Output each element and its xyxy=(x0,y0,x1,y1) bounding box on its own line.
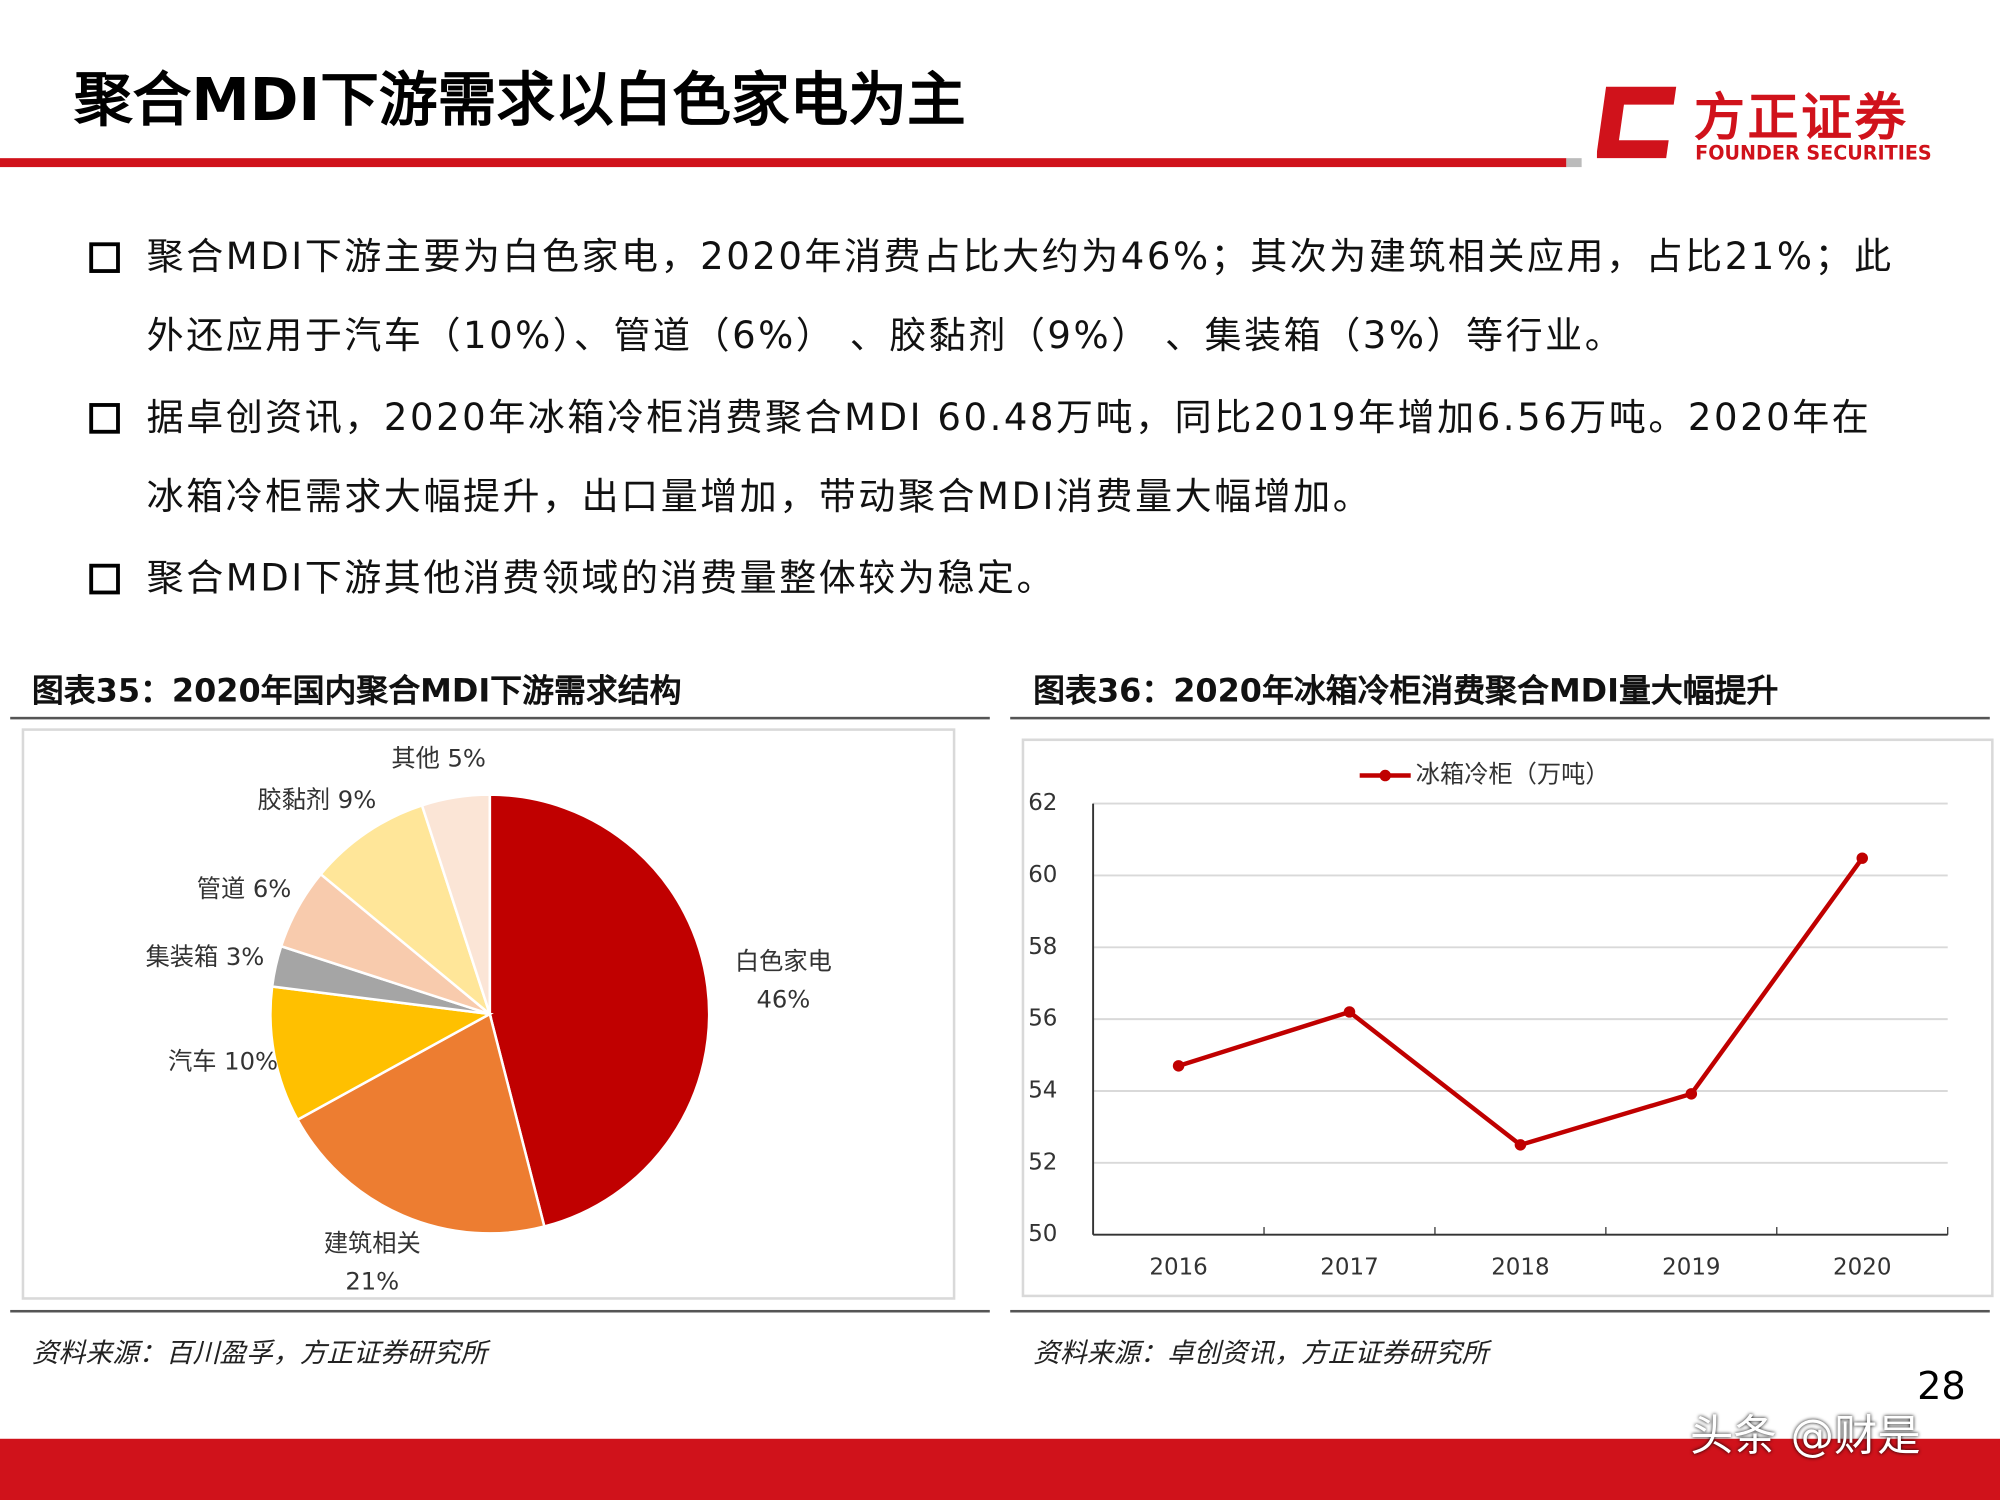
slice-label: 白色家电 xyxy=(735,947,832,975)
line-marker xyxy=(1856,852,1868,864)
pie-slice xyxy=(488,793,711,1229)
logo-text-en: FOUNDER SECURITIES xyxy=(1695,141,1932,165)
slice-label: 建筑相关 xyxy=(324,1229,421,1257)
rule xyxy=(10,1309,990,1313)
pie-chart: 白色家电 46% 建筑相关 21% 汽车 10% 集装箱 3% 管道 6% 胶黏剂 9% 其他 5% xyxy=(21,728,956,1300)
title-rule xyxy=(0,158,1567,168)
line-chart: 50 52 54 56 58 60 62 2016 2017 2018 2019 2020 冰箱冷柜（万… xyxy=(1021,738,1994,1298)
y-tick-label: 50 xyxy=(1028,1221,1057,1247)
slice-value: 6% xyxy=(253,875,291,903)
x-tick-label: 2018 xyxy=(1491,1254,1549,1280)
slice-label: 其他 xyxy=(391,745,439,773)
y-tick-label: 58 xyxy=(1028,934,1057,960)
bullet-box xyxy=(89,563,120,595)
bullet-box xyxy=(89,242,120,273)
slice-value: 3% xyxy=(226,943,264,971)
chart-title: 图表35：2020年国内聚合MDI下游需求结构 xyxy=(31,672,682,710)
footer-band xyxy=(0,1438,2000,1500)
y-tick-label: 56 xyxy=(1028,1006,1057,1032)
y-tick-label: 52 xyxy=(1028,1149,1057,1175)
slide-title: 聚合MDI下游需求以白色家电为主 xyxy=(73,65,966,134)
chart-title: 图表36：2020年冰箱冷柜消费聚合MDI量大幅提升 xyxy=(1033,672,1779,710)
slice-label: 胶黏剂 xyxy=(257,786,330,814)
slice-value: 10% xyxy=(224,1047,278,1075)
y-tick-label: 54 xyxy=(1028,1077,1057,1103)
y-tick-label: 62 xyxy=(1028,790,1057,816)
chart-source: 资料来源：卓创资讯，方正证券研究所 xyxy=(1033,1338,1489,1369)
title-rule-gray xyxy=(1566,158,1582,168)
legend-marker xyxy=(1379,769,1391,782)
slice-label: 集装箱 xyxy=(146,943,219,971)
legend-label: 冰箱冷柜（万吨） xyxy=(1416,761,1610,789)
logo-mark xyxy=(1596,86,1677,159)
bullet-text: 聚合MDI下游主要为白色家电，2020年消费占比大约为46%；其次为建筑相关应用… xyxy=(146,234,1894,358)
slice-label: 管道 xyxy=(197,875,245,903)
watermark: 头条 @财是 xyxy=(1690,1410,1921,1462)
pie-slice xyxy=(269,985,494,1122)
pie-slice xyxy=(295,1012,546,1235)
x-tick-label: 2017 xyxy=(1320,1254,1378,1280)
pie-slice xyxy=(318,803,493,1018)
y-tick-label: 60 xyxy=(1028,862,1057,888)
line-marker xyxy=(1343,1006,1356,1018)
line-marker xyxy=(1685,1088,1698,1100)
chart-frame xyxy=(1021,738,1994,1298)
slice-value: 5% xyxy=(447,745,485,773)
slice-value: 21% xyxy=(345,1268,399,1296)
bullet-text: 聚合MDI下游其他消费领域的消费量整体较为稳定。 xyxy=(146,556,1057,600)
x-tick-label: 2019 xyxy=(1662,1254,1720,1280)
line-marker xyxy=(1514,1139,1527,1151)
x-tick-label: 2020 xyxy=(1833,1254,1891,1280)
slice-label: 汽车 xyxy=(168,1047,216,1075)
chart-source: 资料来源：百川盈孚，方正证券研究所 xyxy=(31,1338,488,1369)
line-marker xyxy=(1172,1060,1185,1072)
pie-slice xyxy=(420,793,492,1015)
slice-value: 46% xyxy=(756,986,810,1014)
bullet-box xyxy=(89,403,120,434)
logo-text: 方正证券 xyxy=(1693,89,1909,148)
page-number: 28 xyxy=(1917,1364,1966,1410)
bullet-text: 据卓创资讯，2020年冰箱冷柜消费聚合MDI 60.48万吨，同比2019年增加… xyxy=(146,395,1872,518)
rule xyxy=(1010,1309,1990,1313)
rule xyxy=(1010,716,1990,720)
x-tick-label: 2016 xyxy=(1149,1254,1207,1280)
rule xyxy=(10,716,990,720)
slice-value: 9% xyxy=(338,786,376,814)
